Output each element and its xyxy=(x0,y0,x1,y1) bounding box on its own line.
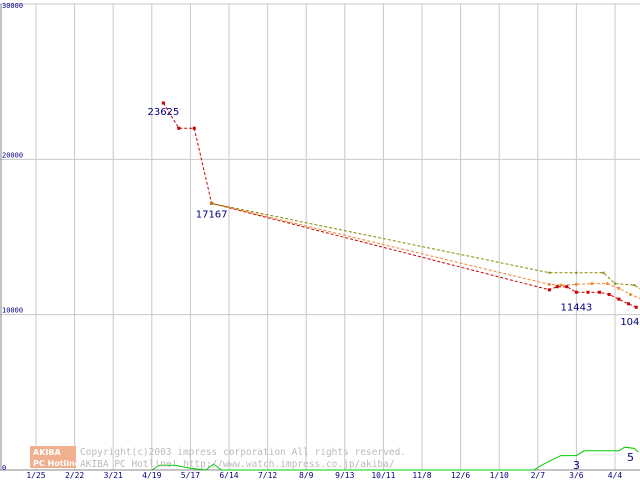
y-tick-label: 30000 xyxy=(2,2,23,10)
shop-count-line xyxy=(151,446,639,471)
series-lines xyxy=(151,102,640,471)
x-tick-label: 1/10 xyxy=(490,471,509,480)
avg-price-point xyxy=(559,283,563,287)
min-price-point xyxy=(177,126,181,130)
min-price-line xyxy=(162,102,637,308)
max-price-point xyxy=(602,271,605,274)
x-tick-label: 1/25 xyxy=(26,471,45,480)
min-price-point xyxy=(627,302,631,306)
avg-price-point xyxy=(574,282,578,286)
logo-bottom-text: PC Hotline! xyxy=(33,459,84,468)
x-tick-label: 7/12 xyxy=(258,471,277,480)
logo-top-text: AKIBA xyxy=(33,448,61,457)
x-tick-label: 10/11 xyxy=(371,471,395,480)
price-data-label: 23625 xyxy=(147,107,179,118)
x-tick-label: 9/13 xyxy=(335,471,354,480)
x-tick-label: 8/9 xyxy=(299,471,314,480)
x-tick-label: 2/22 xyxy=(65,471,84,480)
avg-price-point xyxy=(617,286,621,290)
max-price-point xyxy=(210,202,213,205)
min-price-point xyxy=(634,305,638,309)
x-tick-label: 4/4 xyxy=(608,471,623,480)
copyright-text: Copyright(c)2003 impress corporation All… xyxy=(80,447,406,458)
min-price-point xyxy=(547,288,551,292)
min-price-point xyxy=(574,290,578,294)
min-price-point xyxy=(161,101,165,105)
min-price-point xyxy=(586,290,590,294)
price-data-label: 17167 xyxy=(196,209,228,220)
x-tick-label: 3/21 xyxy=(104,471,123,480)
y-tick-label: 0 xyxy=(2,464,6,472)
avg-price-point xyxy=(628,292,632,296)
price-data-label: 10479 xyxy=(620,317,640,328)
x-tick-label: 11/8 xyxy=(412,471,431,480)
max-price-line xyxy=(211,202,640,290)
max-price-point xyxy=(633,284,636,287)
y-tick-label: 20000 xyxy=(2,151,23,159)
x-tick-label: 6/14 xyxy=(219,471,238,480)
x-tick-label: 3/6 xyxy=(569,471,584,480)
x-tick-label: 4/19 xyxy=(142,471,161,480)
max-price-point xyxy=(575,271,578,274)
min-price-point xyxy=(598,290,602,294)
shop-count-label: 5 xyxy=(627,451,634,464)
max-price-point xyxy=(548,271,551,274)
x-tick-label: 2/7 xyxy=(531,471,546,480)
avg-price-point xyxy=(547,282,551,286)
min-price-point xyxy=(565,285,569,289)
min-price-point xyxy=(617,297,621,301)
data-labels: 23625 17167 11443 10479 3 5 xyxy=(147,107,640,472)
series-markers xyxy=(161,101,638,309)
watermark: AKIBA PC Hotline! Copyright(c)2003 impre… xyxy=(30,446,406,470)
min-price-point xyxy=(192,126,196,130)
avg-price-point xyxy=(605,282,609,286)
min-price-point xyxy=(607,292,611,296)
x-tick-label: 5/17 xyxy=(181,471,200,480)
avg-price-line xyxy=(211,202,640,299)
shop-count-label: 3 xyxy=(573,459,580,472)
x-tick-label: 12/6 xyxy=(451,471,470,480)
y-tick-label: 10000 xyxy=(2,307,23,315)
price-data-label: 11443 xyxy=(560,302,592,313)
credit-text: AKIBA PC Hotline! http://www.watch.impre… xyxy=(80,459,395,470)
akiba-logo: AKIBA PC Hotline! xyxy=(30,446,84,468)
min-price-point xyxy=(555,285,559,289)
grid xyxy=(0,3,640,471)
avg-price-point xyxy=(590,282,594,286)
max-price-point xyxy=(614,282,616,285)
